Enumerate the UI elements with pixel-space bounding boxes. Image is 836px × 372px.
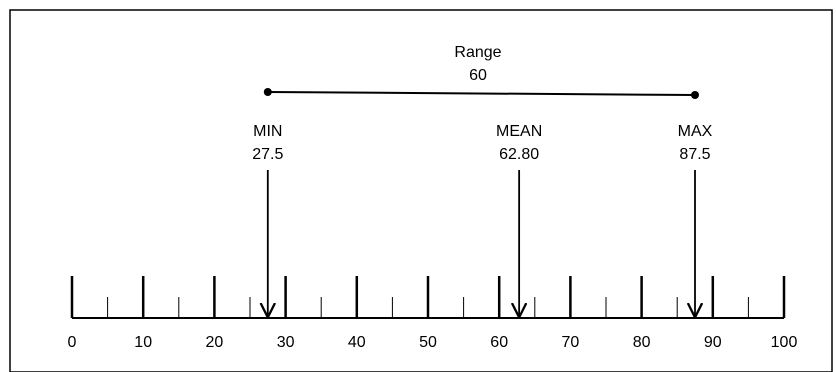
range-endpoint-max	[691, 91, 699, 99]
axis-tick-label: 0	[68, 334, 77, 351]
axis-tick-label: 40	[348, 334, 366, 351]
marker-max-value: 87.5	[679, 146, 710, 163]
number-line-axis: 0 10 20 30 40 50 60 70 80 90 100	[68, 276, 798, 351]
marker-mean: MEAN 62.80	[496, 123, 542, 316]
axis-tick-label: 10	[134, 334, 152, 351]
marker-min-value: 27.5	[252, 146, 283, 163]
axis-tick-labels: 0 10 20 30 40 50 60 70 80 90 100	[68, 334, 798, 351]
axis-tick-label: 70	[562, 334, 580, 351]
range-line	[267, 91, 696, 96]
marker-mean-value: 62.80	[499, 146, 539, 163]
axis-tick-label: 100	[771, 334, 798, 351]
axis-ticks	[70, 276, 786, 318]
range-value: 60	[469, 67, 487, 84]
marker-mean-label: MEAN	[496, 123, 542, 140]
range-label: Range	[454, 44, 501, 61]
marker-max: MAX 87.5	[678, 123, 713, 316]
axis-tick-label: 30	[277, 334, 295, 351]
axis-tick-label: 80	[633, 334, 651, 351]
axis-tick-label: 60	[490, 334, 508, 351]
axis-tick-label: 50	[419, 334, 437, 351]
axis-tick-label: 90	[704, 334, 722, 351]
axis-tick-label: 20	[206, 334, 224, 351]
diagram-border	[9, 9, 833, 372]
range-endpoint-min	[263, 88, 272, 96]
marker-min-label: MIN	[253, 123, 282, 140]
range-group: Range 60	[263, 44, 699, 99]
marker-min: MIN 27.5	[252, 123, 283, 316]
marker-max-label: MAX	[678, 123, 713, 140]
